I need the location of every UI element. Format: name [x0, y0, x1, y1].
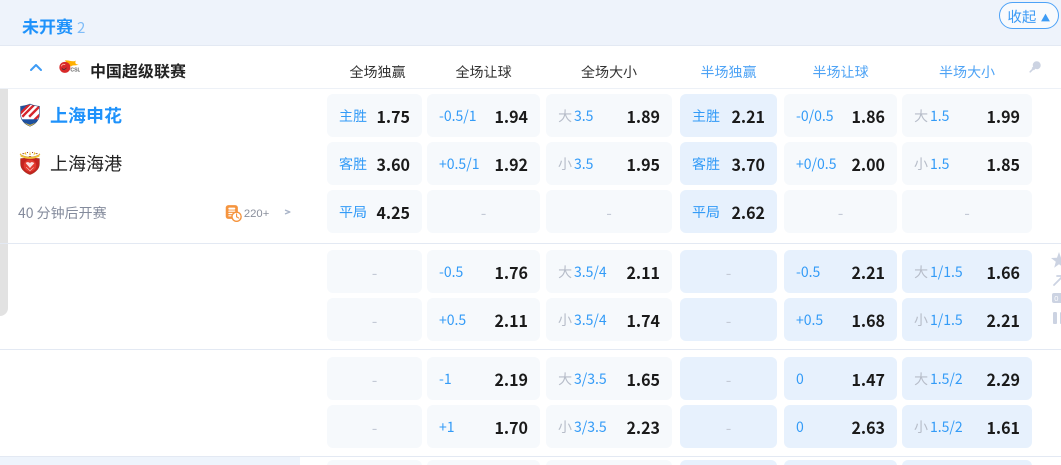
- svg-text:CSL: CSL: [70, 67, 80, 73]
- svg-text:0: 0: [1054, 294, 1058, 303]
- svg-text:220+: 220+: [244, 208, 270, 220]
